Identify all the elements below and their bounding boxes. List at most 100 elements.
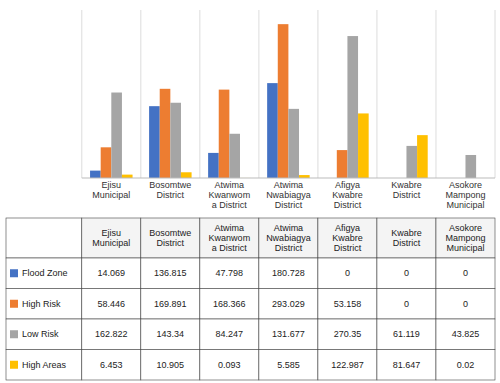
table-cell [141, 289, 200, 320]
table-header: AtwimaKwanwoma District [209, 223, 251, 253]
bar [181, 172, 192, 178]
table-cell [436, 258, 495, 289]
legend-swatch [10, 361, 18, 369]
data-label: 0.093 [218, 360, 241, 370]
grid-line [81, 10, 82, 178]
data-label: 270.35 [334, 329, 362, 339]
table-cell [141, 218, 200, 258]
bar [111, 93, 122, 178]
data-label: 81.647 [393, 360, 421, 370]
data-label: 61.119 [393, 329, 420, 339]
table-cell [200, 218, 259, 258]
data-label: 0 [404, 299, 409, 309]
table-cell [200, 289, 259, 320]
data-label: 43.825 [452, 329, 480, 339]
bar [90, 171, 101, 178]
table-cell [318, 350, 377, 381]
x-tick-label: AtwimaKwanwoma District [209, 180, 251, 210]
table-cell [6, 218, 82, 258]
table-cell [377, 218, 436, 258]
data-label: 169.891 [154, 299, 187, 309]
legend-swatch [10, 330, 18, 338]
table-cell [436, 319, 495, 350]
bar [347, 36, 358, 178]
table-header: AfigyaKwabreDistrict [332, 223, 363, 253]
bar [170, 103, 181, 178]
bar [160, 89, 171, 178]
table-cell [82, 289, 141, 320]
bar [278, 24, 289, 178]
table-header: AtwimaNwabiagyaDistrict [266, 223, 311, 253]
table-cell [141, 350, 200, 381]
bar [219, 90, 230, 178]
data-table: EjisuMunicipal BosomtweDistrict AtwimaKwan… [6, 218, 495, 380]
table-cell [377, 350, 436, 381]
data-label: 53.158 [334, 299, 362, 309]
table-cell [259, 319, 318, 350]
table-cell [318, 218, 377, 258]
table-cell [436, 218, 495, 258]
grid-line [199, 10, 200, 178]
table-cell [6, 319, 82, 350]
x-tick-label: AtwimaNwabiagyaDistrict [266, 180, 311, 210]
table-cell [377, 319, 436, 350]
grid-line [258, 10, 259, 178]
legend-label: Flood Zone [22, 268, 68, 278]
table-cell [6, 258, 82, 289]
data-label: 162.822 [95, 329, 128, 339]
legend-label: High Areas [22, 360, 67, 370]
table-cell [259, 218, 318, 258]
data-label: 0 [404, 268, 409, 278]
table-cell [82, 319, 141, 350]
table-cell [318, 289, 377, 320]
table-header: BosomtweDistrict [149, 228, 191, 248]
x-tick-label: BosomtweDistrict [149, 180, 191, 200]
data-label: 6.453 [100, 360, 123, 370]
table-cell [200, 258, 259, 289]
x-tick-label: AfigyaKwabreDistrict [332, 180, 363, 210]
legend-swatch [10, 300, 18, 308]
table-cell [82, 350, 141, 381]
table-cell [82, 218, 141, 258]
x-axis [82, 178, 495, 179]
table-cell [377, 289, 436, 320]
table-cell [436, 289, 495, 320]
data-label: 58.446 [98, 299, 126, 309]
x-tick-label: AsokoreMampongMunicipal [445, 180, 485, 210]
table-cell [318, 258, 377, 289]
table-cell [259, 350, 318, 381]
table-cell [436, 350, 495, 381]
grid-line [495, 10, 496, 178]
bar [149, 106, 160, 178]
table-header: EjisuMunicipal [92, 228, 130, 248]
table-cell [318, 319, 377, 350]
data-label: 14.069 [98, 268, 126, 278]
table-header: AsokoreMampongMunicipal [445, 223, 485, 253]
x-tick-label: EjisuMunicipal [92, 180, 130, 200]
data-label: 0 [463, 268, 468, 278]
bar [358, 113, 369, 178]
data-label: 10.905 [157, 360, 185, 370]
data-label: 122.987 [331, 360, 364, 370]
table-cell [6, 289, 82, 320]
table-cell [377, 258, 436, 289]
table-cell [141, 319, 200, 350]
bar [288, 109, 299, 178]
grid-line [376, 10, 377, 178]
grid-line [317, 10, 318, 178]
bar [267, 83, 278, 178]
chart: EjisuMunicipal BosomtweDistrict AtwimaKwan… [0, 0, 500, 383]
bars [90, 24, 487, 178]
table-cell [200, 319, 259, 350]
bar [229, 134, 240, 178]
data-label: 168.366 [213, 299, 246, 309]
data-label: 136.815 [154, 268, 187, 278]
data-label: 47.798 [216, 268, 244, 278]
data-label: 0.02 [457, 360, 475, 370]
table-cell [259, 258, 318, 289]
data-label: 0 [463, 299, 468, 309]
bar [406, 146, 417, 178]
legend-swatch [10, 269, 18, 277]
bar [101, 147, 112, 178]
legend-label: Low Risk [22, 329, 59, 339]
